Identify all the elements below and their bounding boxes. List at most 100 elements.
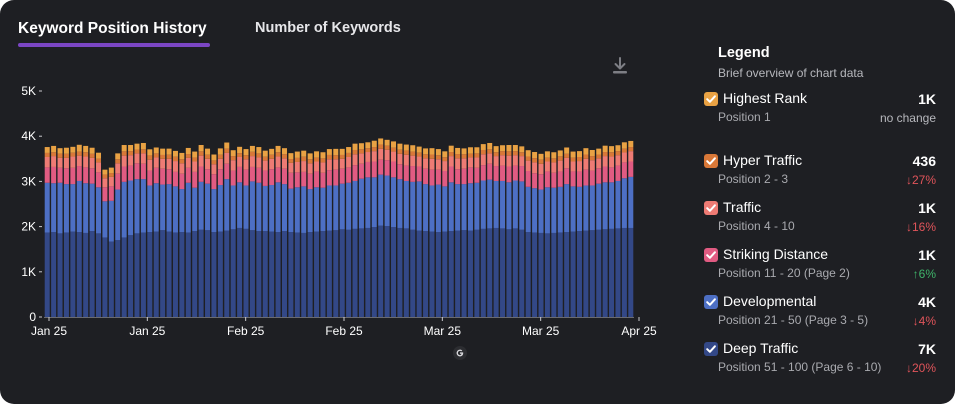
bar-segment[interactable] [237,156,243,167]
bar-segment[interactable] [140,142,146,150]
bar-segment[interactable] [320,152,326,159]
bar-segment[interactable] [179,189,185,233]
bar-segment[interactable] [474,229,480,317]
bar-segment[interactable] [506,229,512,317]
bar-segment[interactable] [281,231,287,317]
bar-segment[interactable] [570,161,576,172]
bar-segment[interactable] [275,152,281,157]
bar-segment[interactable] [551,232,557,317]
bar-segment[interactable] [333,159,339,170]
bar-segment[interactable] [378,138,384,145]
bar-segment[interactable] [410,166,416,182]
bar-segment[interactable] [153,167,159,184]
bar-segment[interactable] [160,168,166,185]
bar-segment[interactable] [166,148,172,155]
bar-segment[interactable] [609,182,615,229]
bar-segment[interactable] [423,231,429,317]
bar-segment[interactable] [140,163,146,180]
bar-segment[interactable] [410,181,416,230]
bar-segment[interactable] [384,145,390,150]
bar-segment[interactable] [602,152,608,157]
bar-segment[interactable] [281,158,287,169]
bar-segment[interactable] [249,145,255,152]
bar-segment[interactable] [314,187,320,232]
bar-segment[interactable] [301,232,307,317]
bar-segment[interactable] [294,161,300,173]
bar-segment[interactable] [570,157,576,162]
bar-segment[interactable] [294,187,300,233]
bar-segment[interactable] [269,231,275,317]
bar-segment[interactable] [192,187,198,232]
bar-segment[interactable] [448,182,454,232]
bar-segment[interactable] [224,152,230,164]
bar-segment[interactable] [198,181,204,230]
bar-segment[interactable] [237,153,243,157]
bar-segment[interactable] [583,148,589,155]
bar-segment[interactable] [480,180,486,229]
bar-segment[interactable] [519,146,525,153]
bar-segment[interactable] [70,152,76,157]
bar-segment[interactable] [519,181,525,230]
bar-segment[interactable] [596,154,602,159]
bar-segment[interactable] [589,156,595,161]
bar-segment[interactable] [615,145,621,152]
bar-segment[interactable] [307,189,313,233]
bar-segment[interactable] [461,154,467,159]
bar-segment[interactable] [493,166,499,181]
bar-segment[interactable] [262,156,268,161]
bar-segment[interactable] [211,189,217,233]
bar-segment[interactable] [455,169,461,185]
bar-segment[interactable] [294,151,300,158]
bar-segment[interactable] [243,169,249,186]
bar-segment[interactable] [455,147,461,155]
bar-segment[interactable] [115,189,121,241]
bar-segment[interactable] [205,148,211,155]
bar-segment[interactable] [371,151,377,162]
bar-segment[interactable] [134,233,140,317]
bar-segment[interactable] [461,148,467,155]
bar-segment[interactable] [621,162,627,179]
bar-segment[interactable] [70,167,76,185]
bar-segment[interactable] [192,161,198,172]
bar-segment[interactable] [140,149,146,154]
bar-segment[interactable] [506,166,512,183]
bar-segment[interactable] [538,153,544,160]
bar-segment[interactable] [480,165,486,181]
bar-segment[interactable] [288,232,294,317]
bar-segment[interactable] [51,145,57,153]
bar-segment[interactable] [83,145,89,153]
bar-segment[interactable] [51,166,57,184]
bar-segment[interactable] [121,237,127,317]
bar-segment[interactable] [140,179,146,233]
bar-segment[interactable] [76,180,82,233]
bar-segment[interactable] [281,148,287,155]
bar-segment[interactable] [256,153,262,158]
bar-segment[interactable] [160,158,166,169]
bar-segment[interactable] [262,170,268,186]
bar-segment[interactable] [115,240,121,317]
bar-segment[interactable] [172,186,178,233]
bar-segment[interactable] [512,180,518,229]
bar-segment[interactable] [237,146,243,154]
bar-segment[interactable] [339,183,345,230]
bar-segment[interactable] [314,231,320,317]
bar-segment[interactable] [429,148,435,155]
bar-segment[interactable] [621,142,627,149]
bar-segment[interactable] [83,152,89,157]
bar-segment[interactable] [525,232,531,317]
bar-segment[interactable] [570,186,576,232]
bar-segment[interactable] [461,184,467,231]
bar-segment[interactable] [461,158,467,169]
bar-segment[interactable] [288,188,294,233]
bar-segment[interactable] [147,170,153,186]
bar-segment[interactable] [544,187,550,234]
bar-segment[interactable] [435,159,441,170]
bar-segment[interactable] [237,182,243,228]
bar-segment[interactable] [346,229,352,317]
bar-segment[interactable] [243,185,249,229]
bar-segment[interactable] [378,174,384,226]
bar-segment[interactable] [487,149,493,154]
bar-segment[interactable] [358,178,364,229]
bar-segment[interactable] [397,227,403,317]
bar-segment[interactable] [230,170,236,186]
